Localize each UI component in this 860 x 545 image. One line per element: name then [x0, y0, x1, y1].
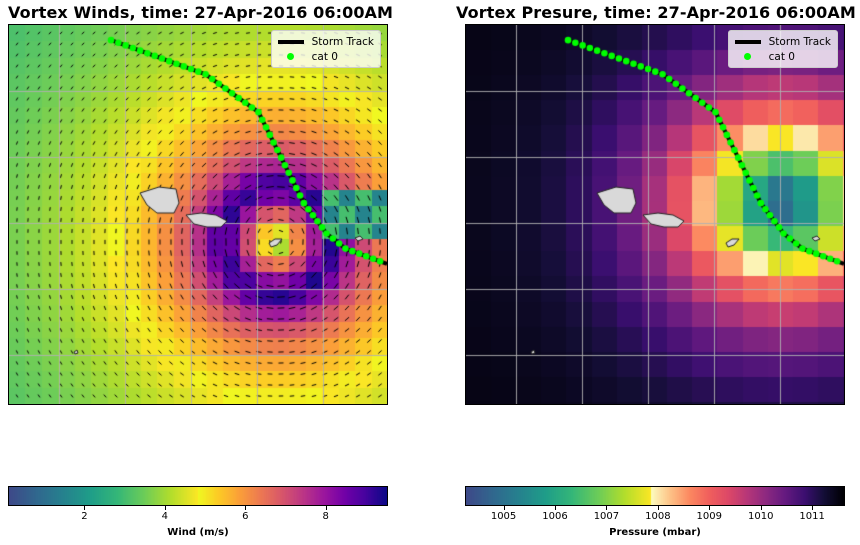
wind-colorbar-ticks: 2 4 6 8: [8, 506, 388, 526]
wind-colorbar: [8, 486, 388, 506]
colorbar-tick: [245, 506, 247, 510]
legend-cat0: cat 0: [311, 50, 338, 63]
cat0-dot-icon: [744, 53, 752, 60]
colorbar-tick-label: 4: [161, 511, 169, 522]
pressure-colorbar: [465, 486, 845, 506]
colorbar-tick: [812, 506, 814, 510]
colorbar-tick-label: 1007: [593, 511, 620, 522]
colorbar-tick-label: 2: [81, 511, 88, 522]
colorbar-tick: [503, 506, 505, 510]
cat0-dot-icon: [287, 53, 295, 60]
colorbar-tick: [709, 506, 711, 510]
wind-legend: Storm Track cat 0: [270, 30, 381, 68]
pressure-plot-axes: Storm Track cat 0: [465, 24, 845, 405]
colorbar-tick-label: 6: [242, 511, 249, 522]
wind-plot-title: Vortex Winds, time: 27-Apr-2016 06:00AM: [8, 3, 394, 22]
legend-cat0: cat 0: [768, 50, 795, 63]
colorbar-tick-label: 1011: [799, 511, 825, 522]
wind-plot-axes: Storm Track cat 0: [8, 24, 388, 405]
colorbar-tick: [760, 506, 762, 510]
colorbar-tick: [325, 506, 327, 510]
colorbar-tick: [84, 506, 86, 510]
colorbar-tick-label: 1010: [747, 511, 774, 522]
colorbar-tick-label: 8: [322, 511, 329, 522]
pressure-colorbar-ticks: 1005 1006 1007 1008 1009 1010 1011: [465, 506, 845, 526]
colorbar-tick-label: 1006: [542, 511, 568, 522]
pressure-legend: Storm Track cat 0: [727, 30, 838, 68]
colorbar-tick-label: 1005: [490, 511, 517, 522]
storm-track-line-icon: [277, 39, 304, 44]
colorbar-tick-label: 1008: [645, 511, 671, 522]
colorbar-tick: [164, 506, 166, 510]
colorbar-tick-label: 1009: [696, 511, 723, 522]
colorbar-tick: [657, 506, 659, 510]
legend-storm-track: Storm Track: [311, 35, 374, 48]
wind-heatmap: [9, 25, 387, 404]
colorbar-tick: [606, 506, 608, 510]
storm-track-line-icon: [734, 39, 761, 44]
wind-colorbar-label: Wind (m/s): [167, 527, 229, 538]
legend-storm-track: Storm Track: [768, 35, 831, 48]
pressure-plot-title: Vortex Presure, time: 27-Apr-2016 06:00A…: [456, 3, 856, 22]
pressure-heatmap: [466, 25, 844, 404]
pressure-colorbar-label: Pressure (mbar): [609, 527, 701, 538]
colorbar-tick: [555, 506, 556, 510]
